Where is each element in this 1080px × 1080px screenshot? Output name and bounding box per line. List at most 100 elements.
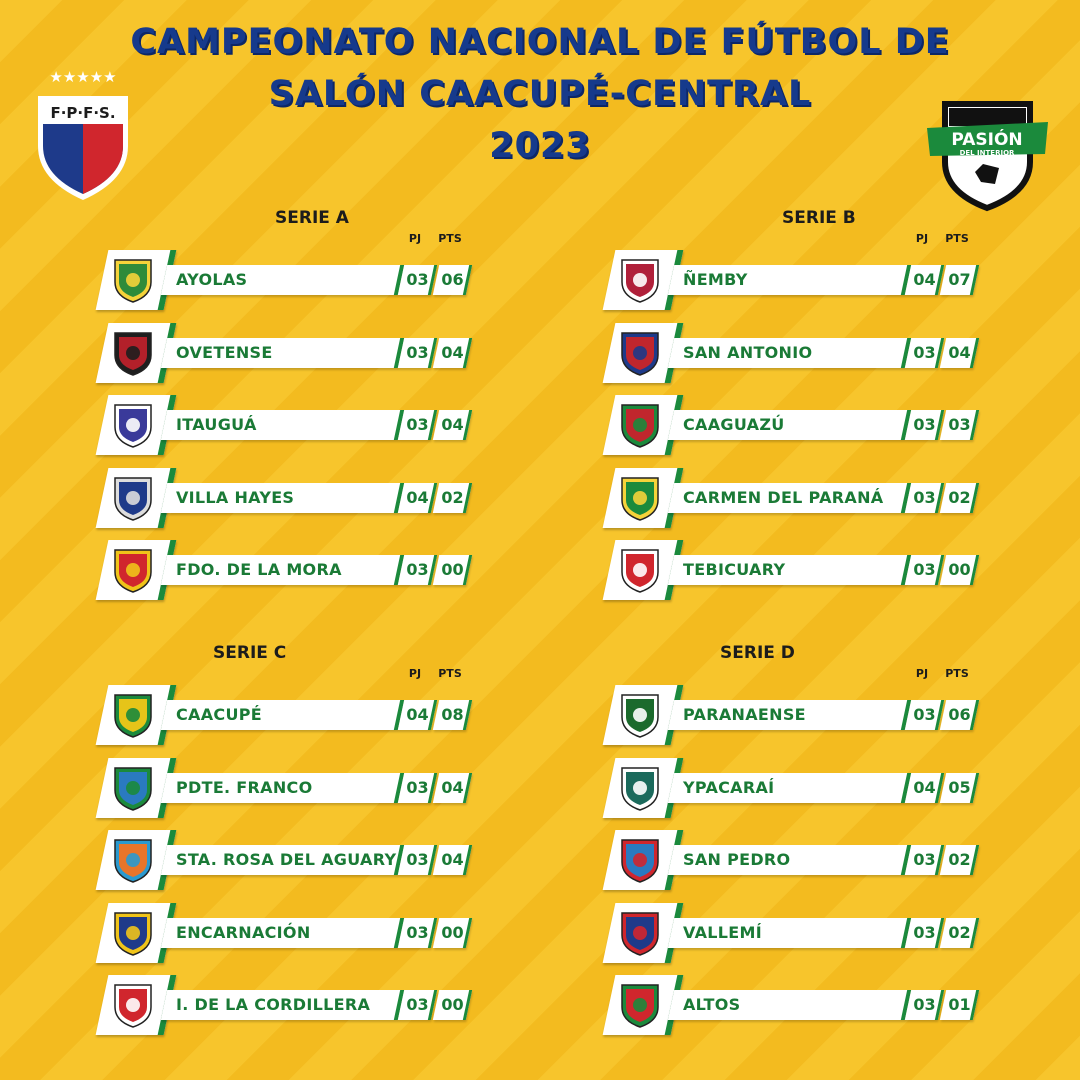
pj-value: 03 <box>913 923 936 942</box>
pasion-text: PASIÓN <box>951 128 1022 150</box>
team-name: SAN ANTONIO <box>683 343 813 362</box>
pj-value: 04 <box>913 270 936 289</box>
page-title: CAMPEONATO NACIONAL DE FÚTBOL DE SALÓN C… <box>0 16 1080 172</box>
pts-value: 05 <box>948 778 971 797</box>
team-name: VILLA HAYES <box>176 488 295 507</box>
ypacarai-crest-icon <box>621 767 659 811</box>
pj-value: 04 <box>913 778 936 797</box>
i-de-la-cordillera-crest-icon <box>114 984 152 1028</box>
series-header: SERIE C PJ PTS <box>100 643 500 699</box>
team-name: I. DE LA CORDILLERA <box>176 995 371 1014</box>
pj-value: 04 <box>406 705 429 724</box>
pj-value: 03 <box>913 850 936 869</box>
pts-value: 04 <box>441 415 464 434</box>
team-name: VALLEMÍ <box>683 923 762 942</box>
ovetense-crest-icon <box>114 332 152 376</box>
pts-value: 06 <box>948 705 971 724</box>
san-antonio-crest-icon <box>621 332 659 376</box>
pts-value: 04 <box>948 343 971 362</box>
pj-value: 03 <box>406 778 429 797</box>
team-name: AYOLAS <box>176 270 248 289</box>
series-title: SERIE C <box>213 643 287 663</box>
pts-value: 04 <box>441 343 464 362</box>
team-row: CARMEN DEL PARANÁ 03 02 <box>602 468 1007 528</box>
series-title: SERIE B <box>782 208 856 228</box>
team-row: OVETENSE 03 04 <box>95 323 500 383</box>
team-badge <box>602 903 684 963</box>
fpfs-shield-logo-icon: ★★★★★ F·P·F·S. <box>38 68 128 200</box>
pts-value: 00 <box>441 923 464 942</box>
ayolas-crest-icon <box>114 259 152 303</box>
team-row: TEBICUARY 03 00 <box>602 540 1007 600</box>
pts-value: 02 <box>441 488 464 507</box>
pts-value: 04 <box>441 850 464 869</box>
tebicuary-crest-icon <box>621 549 659 593</box>
team-name: ITAUGUÁ <box>176 415 257 434</box>
team-badge <box>95 395 177 455</box>
encarnacion-crest-icon <box>114 912 152 956</box>
team-name: CARMEN DEL PARANÁ <box>683 488 884 507</box>
series-title: SERIE D <box>720 643 795 663</box>
team-name: ÑEMBY <box>683 270 748 289</box>
team-badge <box>95 540 177 600</box>
team-badge <box>95 975 177 1035</box>
pts-value: 02 <box>948 488 971 507</box>
team-row: SAN ANTONIO 03 04 <box>602 323 1007 383</box>
pj-header: PJ <box>408 667 422 680</box>
series-title: SERIE A <box>275 208 349 228</box>
team-row: ALTOS 03 01 <box>602 975 1007 1035</box>
san-pedro-crest-icon <box>621 839 659 883</box>
team-badge <box>602 323 684 383</box>
fdo-de-la-mora-crest-icon <box>114 549 152 593</box>
pj-header: PJ <box>915 232 929 245</box>
team-row: FDO. DE LA MORA 03 00 <box>95 540 500 600</box>
pj-header: PJ <box>408 232 422 245</box>
team-row: STA. ROSA DEL AGUARY 03 04 <box>95 830 500 890</box>
team-row: ÑEMBY 04 07 <box>602 250 1007 310</box>
team-row: VALLEMÍ 03 02 <box>602 903 1007 963</box>
team-row: SAN PEDRO 03 02 <box>602 830 1007 890</box>
team-name: TEBICUARY <box>683 560 786 579</box>
paranaense-crest-icon <box>621 694 659 738</box>
team-row: CAAGUAZÚ 03 03 <box>602 395 1007 455</box>
villa-hayes-crest-icon <box>114 477 152 521</box>
pj-value: 03 <box>913 488 936 507</box>
pts-value: 02 <box>948 923 971 942</box>
vallemi-crest-icon <box>621 912 659 956</box>
team-badge <box>602 758 684 818</box>
team-badge <box>602 540 684 600</box>
caaguazu-crest-icon <box>621 404 659 448</box>
pj-value: 03 <box>913 560 936 579</box>
team-row: CAACUPÉ 04 08 <box>95 685 500 745</box>
series-c: SERIE C PJ PTS CAACUPÉ 04 08 PDTE. FRANCO 03 04 S… <box>95 643 500 1035</box>
team-badge <box>602 685 684 745</box>
series-header: SERIE B PJ PTS <box>607 208 1007 264</box>
pts-value: 08 <box>441 705 464 724</box>
pts-value: 03 <box>948 415 971 434</box>
pj-value: 03 <box>406 343 429 362</box>
pasion-del-interior-logo: PASIÓN DEL INTERIOR <box>925 92 1050 212</box>
pj-value: 03 <box>913 995 936 1014</box>
pts-header: PTS <box>438 232 462 245</box>
team-badge <box>95 468 177 528</box>
fpfs-logo: ★★★★★ F·P·F·S. <box>28 68 138 208</box>
team-badge <box>95 830 177 890</box>
pj-value: 04 <box>406 488 429 507</box>
pasion-del-interior-icon: PASIÓN DEL INTERIOR <box>927 101 1048 212</box>
team-name: CAACUPÉ <box>176 705 262 724</box>
sta-rosa-del-aguary-crest-icon <box>114 839 152 883</box>
team-row: AYOLAS 03 06 <box>95 250 500 310</box>
team-badge <box>95 758 177 818</box>
series-header: SERIE A PJ PTS <box>100 208 500 264</box>
carmen-del-parana-crest-icon <box>621 477 659 521</box>
pj-value: 03 <box>406 415 429 434</box>
pj-value: 03 <box>406 270 429 289</box>
series-b: SERIE B PJ PTS ÑEMBY 04 07 SAN ANTONIO 03 04 CAAG… <box>602 208 1007 600</box>
pj-value: 03 <box>406 923 429 942</box>
team-name: CAAGUAZÚ <box>683 415 785 434</box>
series-header: SERIE D PJ PTS <box>607 643 1007 699</box>
itaugua-crest-icon <box>114 404 152 448</box>
del-interior-text: DEL INTERIOR <box>960 149 1015 157</box>
team-name: PDTE. FRANCO <box>176 778 313 797</box>
team-badge <box>95 250 177 310</box>
